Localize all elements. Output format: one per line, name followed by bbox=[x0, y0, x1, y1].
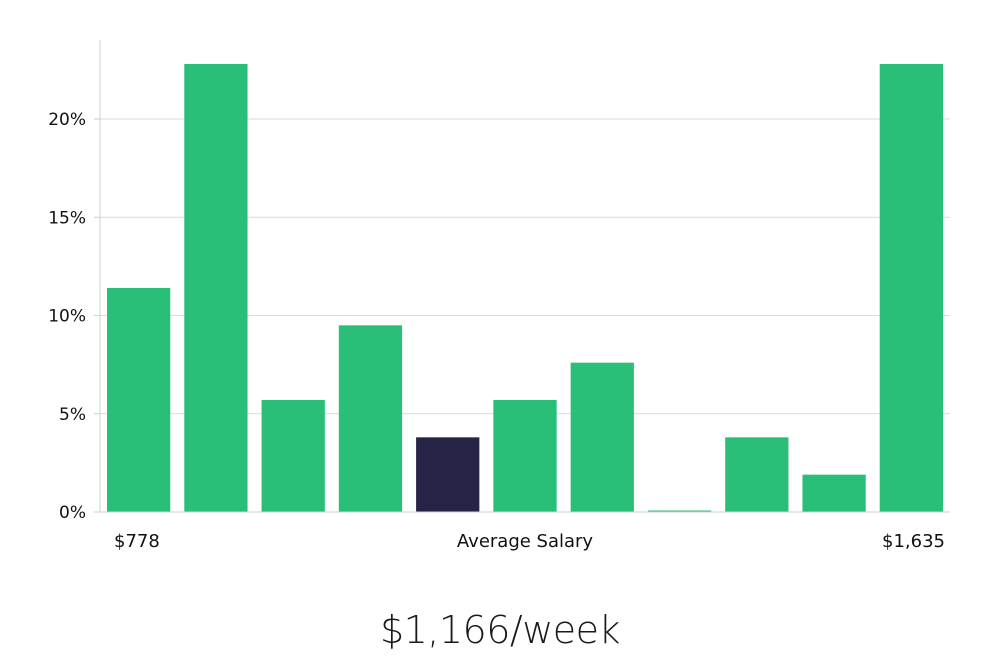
y-axis: 0% 5% 10% 15% 20% bbox=[48, 110, 100, 523]
bar bbox=[261, 399, 325, 512]
bar-average bbox=[416, 437, 480, 512]
y-tick-label: 20% bbox=[48, 110, 86, 130]
x-label-max: $1,635 bbox=[882, 531, 945, 552]
bar bbox=[725, 437, 789, 512]
average-salary-value: $1,166/week bbox=[379, 608, 621, 652]
bars bbox=[107, 63, 943, 512]
y-tick-label: 5% bbox=[59, 405, 86, 425]
salary-histogram: 0% 5% 10% 15% 20% $778 Average Salary $1,635 bbox=[48, 40, 950, 552]
bar bbox=[570, 362, 634, 512]
x-label-average: Average Salary bbox=[457, 531, 594, 552]
x-label-min: $778 bbox=[114, 531, 160, 552]
bar bbox=[493, 399, 557, 512]
bar bbox=[879, 63, 943, 512]
y-tick-label: 0% bbox=[59, 503, 86, 523]
bar bbox=[184, 63, 248, 512]
bar bbox=[338, 325, 403, 512]
bar bbox=[107, 287, 171, 512]
y-tick-label: 15% bbox=[48, 208, 86, 228]
y-tick-label: 10% bbox=[48, 307, 86, 327]
bar bbox=[802, 474, 866, 512]
bar bbox=[647, 510, 712, 512]
